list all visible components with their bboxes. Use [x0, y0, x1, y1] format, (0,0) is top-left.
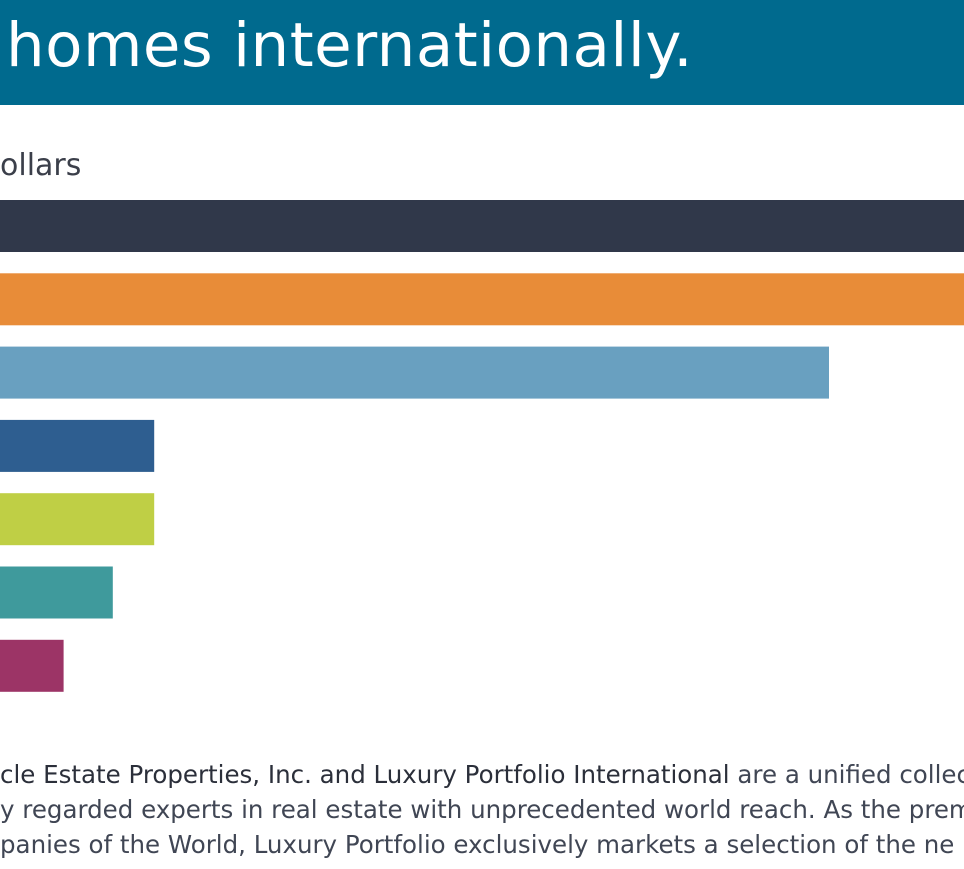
description-line-1-rest: are a unified collec — [729, 760, 964, 789]
description-line-2: y regarded experts in real estate with u… — [0, 795, 964, 824]
bar-group — [0, 200, 964, 692]
bar-chart — [0, 200, 964, 692]
bar-5 — [0, 493, 155, 546]
description-paragraph: cle Estate Properties, Inc. and Luxury P… — [0, 757, 964, 869]
bar-2 — [0, 273, 964, 326]
bar-4 — [0, 419, 155, 472]
bar-7 — [0, 639, 64, 692]
chart-unit-label: ollars — [0, 148, 82, 183]
bar-6 — [0, 566, 113, 619]
company-names: cle Estate Properties, Inc. and Luxury P… — [0, 760, 730, 789]
description-line-1: cle Estate Properties, Inc. and Luxury P… — [0, 757, 964, 792]
bar-3 — [0, 346, 829, 399]
bar-1 — [0, 200, 964, 252]
description-line-3: panies of the World, Luxury Portfolio ex… — [0, 830, 955, 859]
page-title: homes internationally. — [6, 10, 694, 81]
header-band: homes internationally. — [0, 0, 964, 105]
